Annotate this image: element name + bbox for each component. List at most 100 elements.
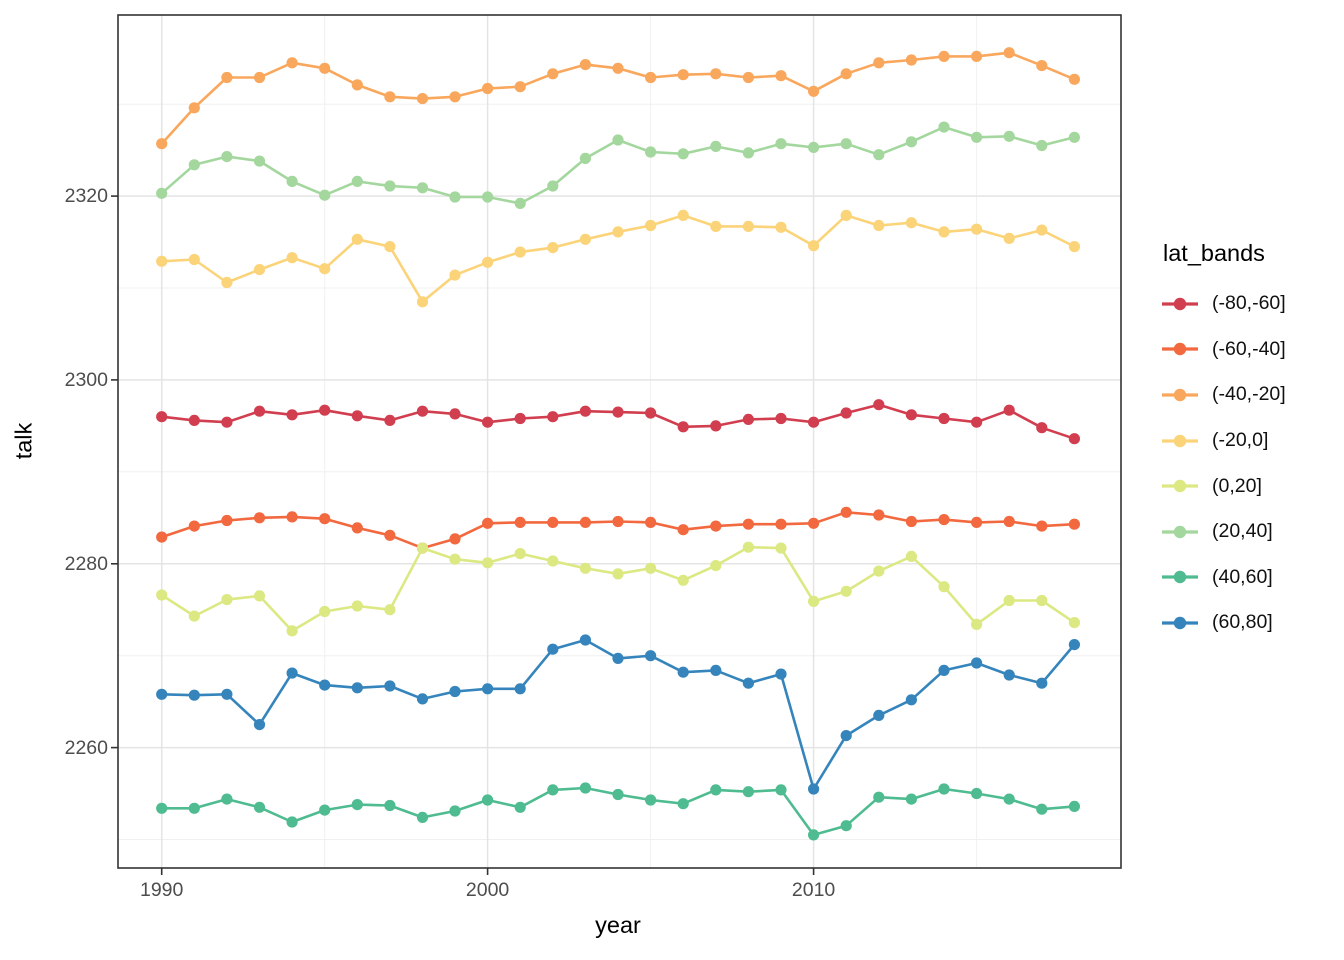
legend-key-icon [1162, 525, 1198, 538]
data-point [742, 786, 755, 798]
data-point [1068, 800, 1080, 813]
data-point [156, 531, 168, 543]
legend-item: (-20,0] [1161, 418, 1286, 464]
data-point [840, 820, 852, 832]
data-point [416, 296, 429, 308]
legend-key-icon [1162, 434, 1198, 447]
data-point [808, 416, 820, 428]
data-point [1003, 130, 1015, 142]
data-point [677, 421, 689, 433]
data-point [873, 57, 885, 69]
data-point [156, 688, 168, 700]
data-point [742, 147, 755, 159]
legend-item: (60,80] [1161, 600, 1286, 646]
data-point [645, 146, 657, 158]
data-point [286, 625, 298, 637]
data-point [1036, 422, 1048, 434]
legend-item-label: (20,40] [1212, 520, 1273, 543]
data-point [808, 829, 820, 841]
data-point [1036, 520, 1048, 532]
data-point [351, 799, 363, 811]
data-point [1036, 60, 1048, 72]
legend-item-label: (-60,-40] [1212, 337, 1286, 360]
data-point [253, 71, 266, 84]
data-point [612, 406, 624, 418]
data-point [547, 516, 559, 529]
x-tick-label: 1990 [139, 879, 184, 901]
data-point [742, 220, 755, 232]
data-point [840, 209, 852, 221]
data-point [1068, 241, 1080, 253]
data-point [775, 784, 787, 796]
data-point [612, 226, 624, 238]
data-point [710, 140, 722, 152]
data-point [286, 667, 298, 679]
data-point [253, 264, 266, 276]
data-point [384, 680, 396, 692]
data-point [775, 668, 787, 680]
data-point [612, 134, 624, 146]
data-point [971, 50, 983, 63]
data-point [808, 240, 820, 252]
data-point [645, 562, 657, 574]
data-point [188, 414, 200, 426]
legend-item: (20,40] [1161, 509, 1286, 555]
data-point [221, 276, 233, 289]
data-point [514, 412, 526, 425]
data-point [547, 411, 559, 423]
data-point [677, 524, 689, 536]
data-point [873, 219, 885, 232]
data-point [351, 79, 363, 91]
data-point [188, 102, 200, 114]
data-point [319, 605, 331, 618]
data-point [1068, 131, 1080, 143]
data-point [286, 57, 298, 69]
data-point [742, 71, 755, 84]
data-point [221, 594, 233, 606]
legend-key-icon [1162, 297, 1198, 310]
data-point [188, 802, 200, 814]
data-point [221, 151, 233, 163]
panel-border [117, 14, 1122, 869]
data-point [482, 794, 494, 806]
data-point [384, 91, 396, 103]
data-point [514, 516, 526, 529]
legend-key-icon [1162, 571, 1198, 584]
data-point [156, 802, 168, 814]
data-point [905, 694, 918, 706]
data-point [253, 155, 266, 167]
data-point [482, 557, 494, 569]
data-point [938, 514, 950, 526]
series-line [160, 545, 1076, 633]
data-point [286, 409, 298, 421]
data-point [677, 148, 689, 160]
data-point [645, 219, 657, 232]
data-point [710, 664, 722, 677]
legend-item: (-60,-40] [1161, 327, 1286, 373]
data-point [938, 412, 950, 425]
data-point [156, 255, 168, 267]
legend-item-label: (40,60] [1212, 565, 1273, 588]
data-point [873, 509, 885, 521]
data-point [351, 682, 363, 694]
data-point [482, 256, 494, 268]
data-point [384, 180, 396, 192]
data-point [905, 409, 918, 421]
data-point [775, 138, 787, 150]
data-point [384, 241, 396, 253]
data-point [1068, 433, 1080, 445]
data-point [1036, 594, 1048, 607]
data-point [188, 520, 200, 532]
legend-item-label: (60,80] [1212, 611, 1273, 634]
legend-key-icon [1162, 616, 1198, 630]
data-point [449, 408, 461, 420]
data-point [351, 522, 363, 534]
data-point [775, 221, 787, 233]
data-point [547, 643, 559, 655]
data-point [938, 581, 950, 593]
data-point [253, 512, 266, 524]
x-tick-label: 2000 [465, 879, 510, 901]
data-point [710, 420, 722, 432]
data-point [840, 138, 852, 150]
